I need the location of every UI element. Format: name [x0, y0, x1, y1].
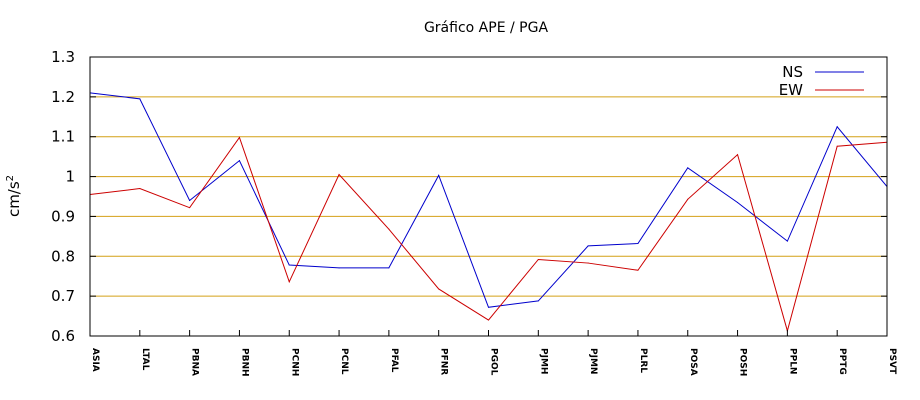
data-point-ns [488, 306, 489, 308]
x-tick-label: PBNH [239, 348, 249, 377]
data-point-ew [288, 281, 290, 283]
data-point-ns [338, 267, 340, 269]
y-tick-label: 0.6 [51, 327, 75, 345]
data-point-ew [139, 188, 141, 190]
data-point-ns [836, 126, 838, 128]
x-tick-label: ASIA [90, 348, 100, 372]
y-axis-label-superscript: 2 [5, 175, 16, 181]
y-tick-label: 1 [65, 168, 75, 186]
x-tick-label: PPLN [787, 348, 797, 374]
x-tick-label: PBNA [190, 348, 200, 376]
data-point-ew [189, 207, 191, 209]
data-point-ns [189, 199, 191, 201]
x-tick-label: PJMN [588, 348, 598, 374]
chart-title: Gráfico APE / PGA [424, 20, 548, 36]
data-point-ns [537, 300, 539, 302]
y-tick-label: 1.1 [51, 128, 75, 146]
series-line-ew [89, 136, 888, 333]
x-tick-label: PLRL [638, 348, 648, 373]
data-point-ew [488, 319, 489, 321]
data-point-ns [786, 240, 788, 242]
data-point-ew [836, 145, 838, 147]
x-tick-label: LTAL [140, 348, 150, 371]
data-point-ew [587, 262, 589, 264]
data-point-ns [238, 160, 240, 162]
x-tick-label: PFNR [439, 348, 449, 375]
y-axis-ticks: 0.6 0.7 0.8 0.9 1 1.1 1.2 1.3 [51, 48, 887, 345]
x-axis-ticks: ASIA LTAL PBNA PBNH PCNH PCNL PFAL PFNR PGOL PJMH… [89, 330, 897, 377]
data-point-ew [338, 174, 340, 176]
data-point-ew [737, 154, 739, 156]
y-tick-label: 1.2 [51, 88, 75, 106]
y-axis-label: cm/s2 [5, 175, 23, 217]
data-point-ns [687, 167, 689, 169]
y-tick-label: 0.8 [51, 247, 75, 265]
data-point-ns [139, 98, 141, 100]
y-tick-label: 1.3 [51, 48, 75, 66]
y-tick-label: 0.9 [51, 207, 75, 225]
data-point-ns [288, 264, 290, 266]
x-tick-label: PCNH [289, 348, 299, 376]
data-point-ns [438, 174, 440, 176]
x-tick-label: PJMH [538, 348, 548, 374]
data-point-ew [687, 198, 689, 200]
data-point-ew [238, 137, 240, 139]
y-tick-label: 0.7 [51, 287, 75, 305]
series-line-ns [89, 92, 888, 308]
x-tick-label: PSVT [887, 348, 897, 375]
gridlines [90, 96, 887, 297]
legend-label-ew: EW [779, 81, 803, 99]
series-lines [89, 92, 888, 333]
data-point-ew [388, 228, 390, 230]
data-point-ns [637, 243, 639, 245]
x-tick-label: PGOL [489, 348, 499, 376]
data-point-ns [737, 201, 739, 203]
legend-label-ns: NS [782, 63, 803, 81]
data-point-ew [537, 258, 539, 260]
x-tick-label: PPTG [837, 348, 847, 375]
data-point-ew [438, 288, 440, 290]
data-point-ew [637, 269, 639, 271]
data-point-ns [388, 267, 390, 269]
x-tick-label: PCNL [339, 348, 349, 375]
y-axis-label-text: cm/s [5, 181, 23, 217]
data-point-ns [587, 245, 589, 247]
x-tick-label: PFAL [389, 348, 399, 373]
x-tick-label: POSA [688, 348, 698, 376]
plot-frame [89, 56, 888, 337]
x-tick-label: POSH [738, 348, 748, 376]
